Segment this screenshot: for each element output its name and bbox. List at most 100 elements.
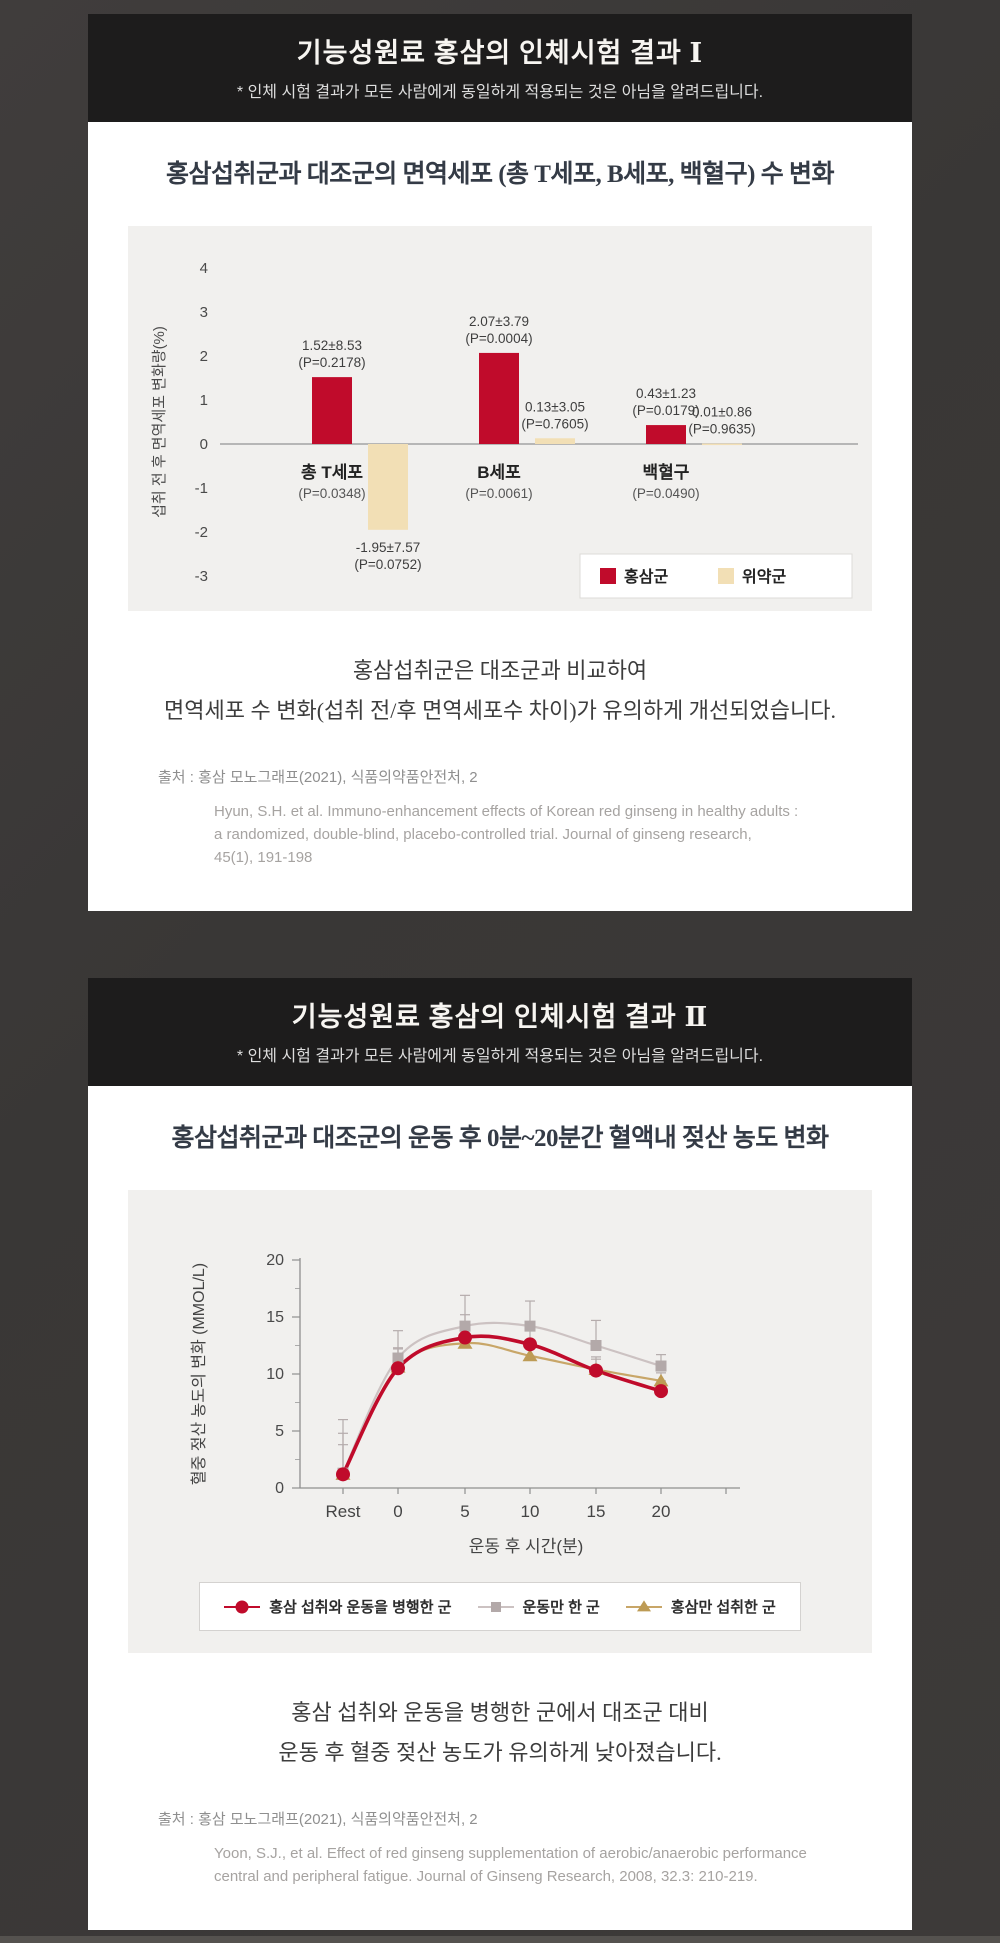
bar-pvalue-label: (P=0.7605) — [521, 416, 588, 431]
legend-item-exercise-only: 운동만 한 군 — [477, 1596, 600, 1617]
section2-source: 출처 : 홍삼 모노그래프(2021), 식품의약품안전처, 2 — [158, 1811, 478, 1828]
y-tick: 0 — [275, 1480, 284, 1497]
legend-swatch — [718, 568, 734, 584]
square-marker — [392, 1352, 404, 1364]
square-marker — [655, 1360, 667, 1372]
series-line — [341, 1334, 662, 1476]
summary-line-1: 홍삼 섭취와 운동을 병행한 군에서 대조군 대비 — [291, 1700, 709, 1725]
section2-subtitle: * 인체 시험 결과가 모든 사람에게 동일하게 적용되는 것은 아님을 알려드… — [236, 1048, 764, 1065]
section1-summary: 홍삼섭취군은 대조군과 비교하여 면역세포 수 변화(섭취 전/후 면역세포수 … — [128, 651, 872, 731]
y-axis-label: 혈중 젖산 농도의 변화 (MMOL/L) — [190, 1263, 208, 1485]
bar-value-label: 0.13±3.05 — [525, 399, 585, 414]
square-marker — [590, 1340, 602, 1351]
y-tick: 0 — [200, 436, 208, 453]
bar-value-label: -1.95±7.57 — [356, 540, 420, 555]
summary-line-2: 면역세포 수 변화(섭취 전/후 면역세포수 차이)가 유의하게 개선되었습니다… — [164, 698, 836, 723]
citation-line: Yoon, S.J., et al. Effect of red ginseng… — [214, 1845, 807, 1862]
triangle-marker-icon — [625, 1599, 662, 1611]
y-tick: 4 — [200, 260, 208, 277]
section1-source: 출처 : 홍삼 모노그래프(2021), 식품의약품안전처, 2 — [158, 769, 478, 786]
line-chart-legend: 홍삼 섭취와 운동을 병행한 군 운동만 한 군 홍삼만 섭취한 군 — [199, 1582, 801, 1631]
legend-label: 홍삼 섭취와 운동을 병행한 군 — [269, 1599, 452, 1616]
y-tick: -3 — [195, 568, 208, 585]
y-tick: 20 — [266, 1252, 284, 1269]
y-tick: 5 — [275, 1423, 284, 1440]
bar-pvalue-label: (P=0.2178) — [298, 355, 365, 370]
x-tick-label: 10 — [521, 1502, 540, 1521]
bar — [702, 443, 742, 446]
circle-marker — [654, 1384, 668, 1399]
y-tick: 1 — [200, 392, 208, 409]
y-tick: 15 — [266, 1309, 284, 1326]
bar-chart-panel: 4 3 2 1 0 -1 -2 -3 섭취 전 후 면역세포 변화량(%) 1.52±8.53 (P… — [128, 226, 872, 611]
section2-title: 기능성원료 홍삼의 인체시험 결과 Ⅱ — [291, 1002, 709, 1032]
x-tick-label: 5 — [460, 1502, 469, 1521]
legend-label: 홍삼군 — [624, 567, 668, 586]
section2-card: 홍삼섭취군과 대조군의 운동 후 0분~20분간 혈액내 젖산 농도 변화 0 5… — [88, 1086, 912, 1930]
citation-line: Hyun, S.H. et al. Immuno-enhancement eff… — [214, 803, 799, 820]
bar-chart-title: 홍삼섭취군과 대조군의 면역세포 (총 T세포, B세포, 백혈구) 수 변화 — [165, 161, 835, 188]
immune-cell-bar-chart: 4 3 2 1 0 -1 -2 -3 섭취 전 후 면역세포 변화량(%) 1.52±8.53 (P… — [151, 260, 858, 599]
square-marker-icon — [477, 1601, 514, 1612]
y-tick: 10 — [266, 1366, 284, 1383]
section-result-2: 기능성원료 홍삼의 인체시험 결과 Ⅱ * 인체 시험 결과가 모든 사람에게 … — [88, 978, 912, 1930]
circle-marker — [589, 1363, 603, 1378]
square-marker — [524, 1320, 536, 1332]
bar-value-label: 1.52±8.53 — [302, 338, 362, 353]
bar-value-label: 0.01±0.86 — [692, 405, 752, 420]
circle-marker — [336, 1467, 350, 1482]
x-tick-label: 15 — [587, 1502, 606, 1521]
circle-marker-icon — [224, 1600, 261, 1613]
section1-title: 기능성원료 홍삼의 인체시험 결과 Ⅰ — [296, 38, 704, 68]
series-line — [342, 1341, 662, 1475]
section2-header: 기능성원료 홍삼의 인체시험 결과 Ⅱ * 인체 시험 결과가 모든 사람에게 … — [88, 978, 912, 1086]
summary-line-1: 홍삼섭취군은 대조군과 비교하여 — [352, 658, 648, 683]
lactate-line-chart: 0 5 10 15 20 Rest 0 5 10 15 20 운동 후 시간(분) 혈중 젖산 농도의 … — [190, 1252, 740, 1556]
square-marker — [459, 1320, 471, 1332]
triangle-marker — [522, 1348, 538, 1362]
category-label: B세포 — [477, 463, 521, 482]
line-chart-panel: 0 5 10 15 20 Rest 0 5 10 15 20 운동 후 시간(분) 혈중 젖산 농도의 … — [128, 1190, 872, 1653]
section-result-1: 기능성원료 홍삼의 인체시험 결과 Ⅰ * 인체 시험 결과가 모든 사람에게 … — [88, 0, 912, 911]
y-tick: -2 — [195, 524, 208, 541]
section2-citation: Yoon, S.J., et al. Effect of red ginseng… — [128, 1842, 872, 1888]
legend-label: 위약군 — [742, 567, 786, 586]
bar-pvalue-label: (P=0.0179) — [632, 403, 699, 418]
y-tick: -1 — [195, 480, 208, 497]
bar-pvalue-label: (P=0.0004) — [465, 331, 532, 346]
citation-line: central and peripheral fatigue. Journal … — [214, 1868, 758, 1885]
bar — [535, 438, 575, 444]
x-tick-label: 0 — [393, 1502, 402, 1521]
x-tick-label: Rest — [326, 1502, 361, 1521]
category-pvalue: (P=0.0061) — [465, 486, 532, 501]
y-tick: 2 — [200, 348, 208, 365]
bar — [312, 377, 352, 444]
citation-line: 45(1), 191-198 — [214, 849, 313, 866]
triangle-marker — [653, 1373, 669, 1387]
category-label: 총 T세포 — [301, 463, 363, 482]
legend-swatch — [600, 568, 616, 584]
line-chart-title: 홍삼섭취군과 대조군의 운동 후 0분~20분간 혈액내 젖산 농도 변화 — [171, 1125, 829, 1152]
summary-line-2: 운동 후 혈중 젖산 농도가 유의하게 낮아졌습니다. — [278, 1740, 722, 1765]
bar — [646, 425, 686, 444]
x-axis-label: 운동 후 시간(분) — [469, 1537, 584, 1556]
bar — [368, 444, 408, 530]
section1-subtitle: * 인체 시험 결과가 모든 사람에게 동일하게 적용되는 것은 아님을 알려드… — [236, 84, 764, 101]
category-label: 백혈구 — [643, 462, 690, 482]
next-section-edge — [0, 1936, 1000, 1943]
series-line — [342, 1321, 662, 1474]
section1-card: 홍삼섭취군과 대조군의 면역세포 (총 T세포, B세포, 백혈구) 수 변화 … — [88, 122, 912, 911]
legend-item-ginseng-only: 홍삼만 섭취한 군 — [625, 1596, 776, 1617]
category-pvalue: (P=0.0348) — [298, 486, 365, 501]
circle-marker — [523, 1337, 537, 1352]
category-pvalue: (P=0.0490) — [632, 486, 699, 501]
section1-header: 기능성원료 홍삼의 인체시험 결과 Ⅰ * 인체 시험 결과가 모든 사람에게 … — [88, 14, 912, 122]
legend-label: 홍삼만 섭취한 군 — [670, 1599, 776, 1616]
circle-marker — [391, 1361, 405, 1376]
circle-marker — [458, 1330, 472, 1345]
section1-citation: Hyun, S.H. et al. Immuno-enhancement eff… — [128, 800, 872, 869]
bar-value-label: 0.43±1.23 — [636, 386, 696, 401]
bar — [479, 352, 519, 444]
y-tick: 3 — [200, 304, 208, 321]
